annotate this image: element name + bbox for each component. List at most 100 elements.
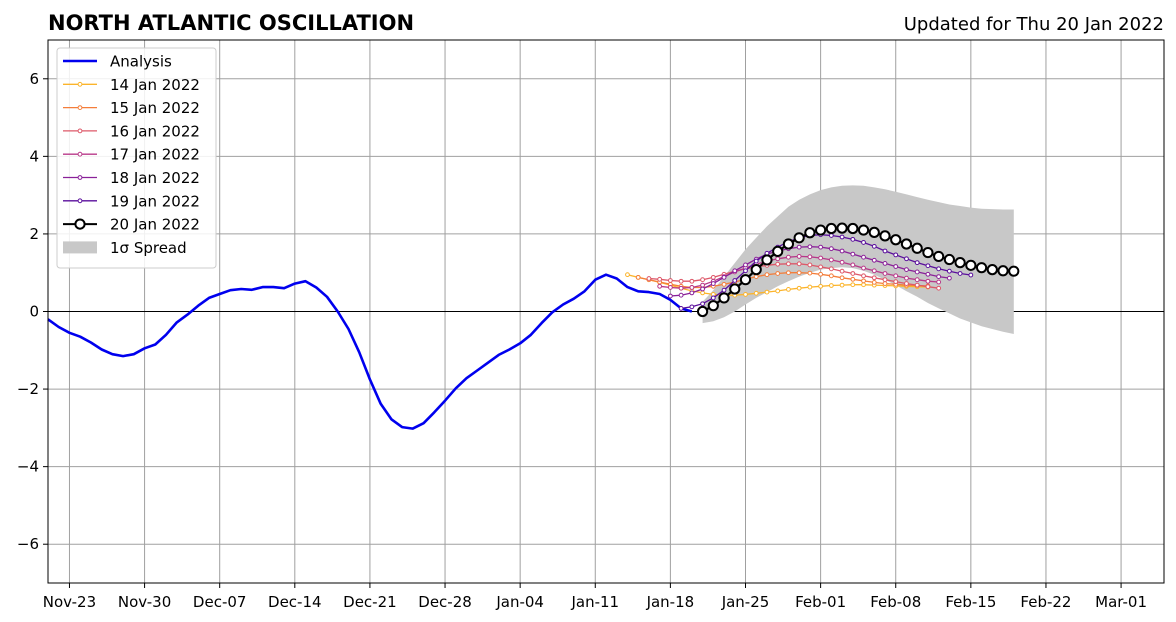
forecast-point — [975, 262, 988, 274]
forecast-point — [882, 248, 888, 254]
forecast-point — [861, 240, 866, 245]
forecast-point — [857, 224, 870, 236]
forecast-point — [807, 284, 813, 290]
forecast-point — [839, 248, 845, 254]
x-tick-label: Dec-14 — [268, 593, 322, 611]
forecast-point — [828, 233, 834, 238]
forecast-point — [818, 271, 824, 277]
forecast-point — [689, 278, 695, 284]
forecast-point — [882, 281, 888, 286]
x-tick-label: Feb-01 — [795, 593, 846, 611]
forecast-point — [893, 252, 899, 258]
forecast-point — [700, 282, 705, 288]
forecast-point — [775, 261, 781, 267]
forecast-point — [936, 274, 942, 279]
forecast-point — [793, 232, 805, 244]
forecast-point — [796, 254, 802, 259]
forecast-line — [681, 234, 971, 310]
chart-title: NORTH ATLANTIC OSCILLATION — [48, 11, 414, 35]
forecast-point — [839, 234, 845, 240]
forecast-point — [882, 271, 888, 276]
legend-label: 1σ Spread — [110, 239, 187, 257]
forecast-point — [911, 242, 923, 254]
forecast-point — [914, 277, 920, 283]
x-tick-label: Jan-04 — [495, 593, 544, 611]
legend-label: Analysis — [110, 53, 172, 71]
y-tick-label: −6 — [17, 535, 39, 553]
forecast-line — [648, 263, 939, 289]
forecast-point — [764, 289, 770, 295]
forecast-line — [638, 272, 928, 289]
forecast-point — [904, 267, 909, 273]
y-tick-label: 6 — [29, 70, 39, 88]
forecast-point — [850, 262, 856, 268]
forecast-point — [796, 285, 802, 291]
forecast-point — [753, 258, 759, 264]
forecast-point — [786, 286, 791, 292]
forecast-point — [764, 272, 770, 278]
y-tick-label: −4 — [17, 458, 39, 476]
forecast-point — [786, 254, 791, 260]
forecast-point — [678, 305, 684, 311]
x-tick-label: Feb-15 — [945, 593, 996, 611]
axis-ticks: Nov-23 Nov-30 Dec-07 Dec-14 Dec-21 Dec-28 Jan-… — [17, 70, 1147, 611]
forecast-point — [743, 292, 748, 297]
forecast-point — [861, 265, 866, 271]
forecast-point — [936, 279, 942, 285]
forecast-point — [893, 273, 899, 279]
forecast-point — [804, 227, 816, 239]
forecast-point — [796, 261, 802, 267]
forecast-point — [986, 264, 998, 276]
forecast-point — [635, 274, 641, 280]
legend-label: 17 Jan 2022 — [110, 146, 200, 164]
forecast-point — [625, 272, 630, 278]
y-tick-label: 2 — [29, 225, 39, 243]
forecast-point — [957, 271, 963, 276]
forecast-point — [700, 301, 705, 307]
series-lines — [47, 222, 1020, 430]
legend-box — [56, 47, 217, 269]
forecast-point — [689, 285, 695, 290]
forecast-point — [968, 272, 974, 278]
forecast-point — [761, 254, 773, 266]
forecast-point — [700, 277, 705, 283]
forecast-point — [1008, 265, 1020, 277]
forecast-point — [807, 254, 813, 260]
forecast-point — [818, 255, 824, 261]
forecast-point — [772, 245, 784, 257]
forecast-point — [850, 282, 856, 288]
forecast-point — [936, 285, 942, 291]
forecast-point — [839, 268, 845, 274]
forecast-point — [729, 283, 741, 295]
forecast-point — [667, 285, 673, 290]
forecast-point — [807, 244, 813, 250]
forecast-point — [689, 304, 695, 310]
forecast-point — [914, 282, 920, 288]
forecast-point — [825, 222, 837, 235]
forecast-point — [904, 281, 909, 286]
legend-label: 16 Jan 2022 — [110, 122, 200, 140]
x-tick-label: Jan-25 — [721, 593, 770, 611]
x-tick-label: Nov-23 — [43, 593, 96, 611]
legend-swatch-marker — [77, 128, 83, 134]
forecast-point — [718, 292, 730, 304]
forecast-point — [828, 273, 834, 279]
forecast-point — [828, 283, 834, 288]
forecast-point — [868, 226, 880, 238]
forecast-point — [657, 283, 663, 289]
forecast-point — [815, 224, 827, 236]
forecast-point — [871, 243, 877, 249]
forecast-point — [954, 257, 966, 269]
forecast-point — [836, 222, 848, 234]
forecast-point — [925, 284, 931, 290]
forecast-point — [775, 271, 781, 276]
y-tick-label: 4 — [29, 147, 39, 165]
forecast-point — [710, 274, 716, 280]
forecast-point — [753, 290, 759, 296]
legend-swatch-marker — [77, 105, 83, 110]
forecast-point — [936, 266, 942, 272]
y-tick-label: 0 — [29, 303, 39, 321]
forecast-point — [933, 250, 945, 263]
forecast-point — [946, 268, 952, 274]
